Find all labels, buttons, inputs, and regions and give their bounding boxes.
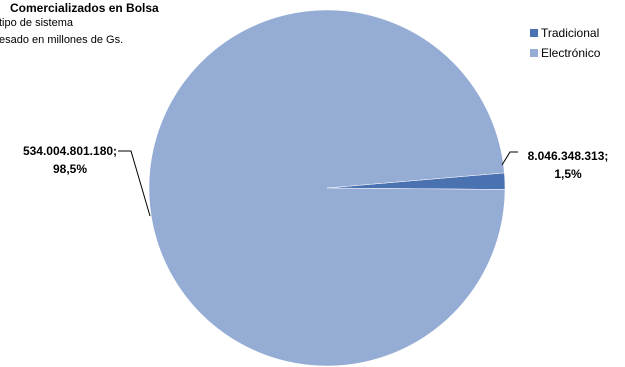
data-label-tradicional-percent: 1,5% [554, 167, 582, 181]
chart-title: Comercializados en Bolsa [10, 1, 159, 15]
chart-subtitle-line-1: tipo de sistema [0, 17, 74, 29]
chart-subtitle-line-2: esado en millones de Gs. [0, 34, 123, 46]
legend-label-electronico: Electrónico [541, 46, 601, 60]
pie-slice-electronico [148, 9, 506, 367]
pie-slices [148, 9, 506, 367]
legend-swatch-tradicional [530, 29, 538, 37]
legend-label-tradicional: Tradicional [541, 26, 599, 40]
legend-swatch-electronico [530, 49, 538, 57]
data-label-electronico-value: 534.004.801.180; [23, 144, 117, 158]
data-label-tradicional-value: 8.046.348.313; [528, 149, 609, 163]
leader-line-tradicional [501, 151, 518, 166]
leader-line-electronico [118, 150, 151, 217]
data-label-electronico-percent: 98,5% [53, 162, 87, 176]
legend: Tradicional Electrónico [530, 26, 601, 60]
